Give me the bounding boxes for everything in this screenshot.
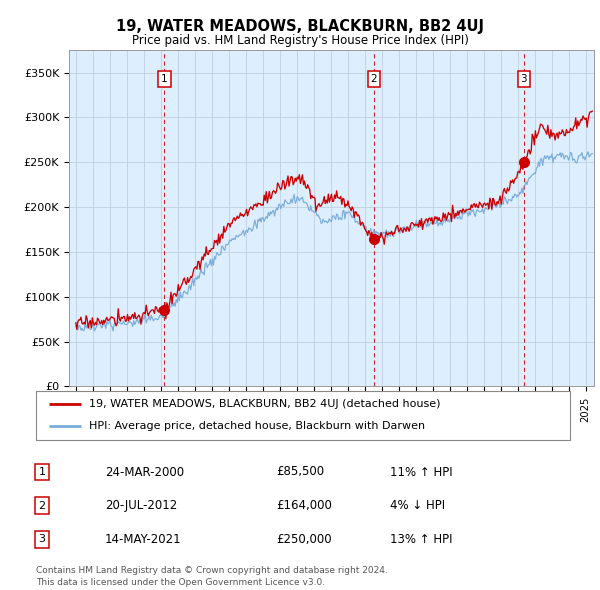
Text: 13% ↑ HPI: 13% ↑ HPI <box>390 533 452 546</box>
Text: 4% ↓ HPI: 4% ↓ HPI <box>390 499 445 512</box>
Text: 20-JUL-2012: 20-JUL-2012 <box>105 499 177 512</box>
Text: Contains HM Land Registry data © Crown copyright and database right 2024.: Contains HM Land Registry data © Crown c… <box>36 566 388 575</box>
Text: 14-MAY-2021: 14-MAY-2021 <box>105 533 182 546</box>
Text: This data is licensed under the Open Government Licence v3.0.: This data is licensed under the Open Gov… <box>36 578 325 587</box>
Text: £164,000: £164,000 <box>276 499 332 512</box>
Text: £250,000: £250,000 <box>276 533 332 546</box>
Text: HPI: Average price, detached house, Blackburn with Darwen: HPI: Average price, detached house, Blac… <box>89 421 425 431</box>
Text: 2: 2 <box>371 74 377 84</box>
Text: 1: 1 <box>161 74 168 84</box>
Text: 19, WATER MEADOWS, BLACKBURN, BB2 4UJ (detached house): 19, WATER MEADOWS, BLACKBURN, BB2 4UJ (d… <box>89 399 441 409</box>
Text: 19, WATER MEADOWS, BLACKBURN, BB2 4UJ: 19, WATER MEADOWS, BLACKBURN, BB2 4UJ <box>116 19 484 34</box>
Text: 11% ↑ HPI: 11% ↑ HPI <box>390 466 452 478</box>
Text: 2: 2 <box>38 501 46 510</box>
Text: 1: 1 <box>38 467 46 477</box>
Text: 3: 3 <box>521 74 527 84</box>
FancyBboxPatch shape <box>36 391 570 440</box>
Text: 3: 3 <box>38 535 46 544</box>
Text: Price paid vs. HM Land Registry's House Price Index (HPI): Price paid vs. HM Land Registry's House … <box>131 34 469 47</box>
Text: £85,500: £85,500 <box>276 466 324 478</box>
Text: 24-MAR-2000: 24-MAR-2000 <box>105 466 184 478</box>
